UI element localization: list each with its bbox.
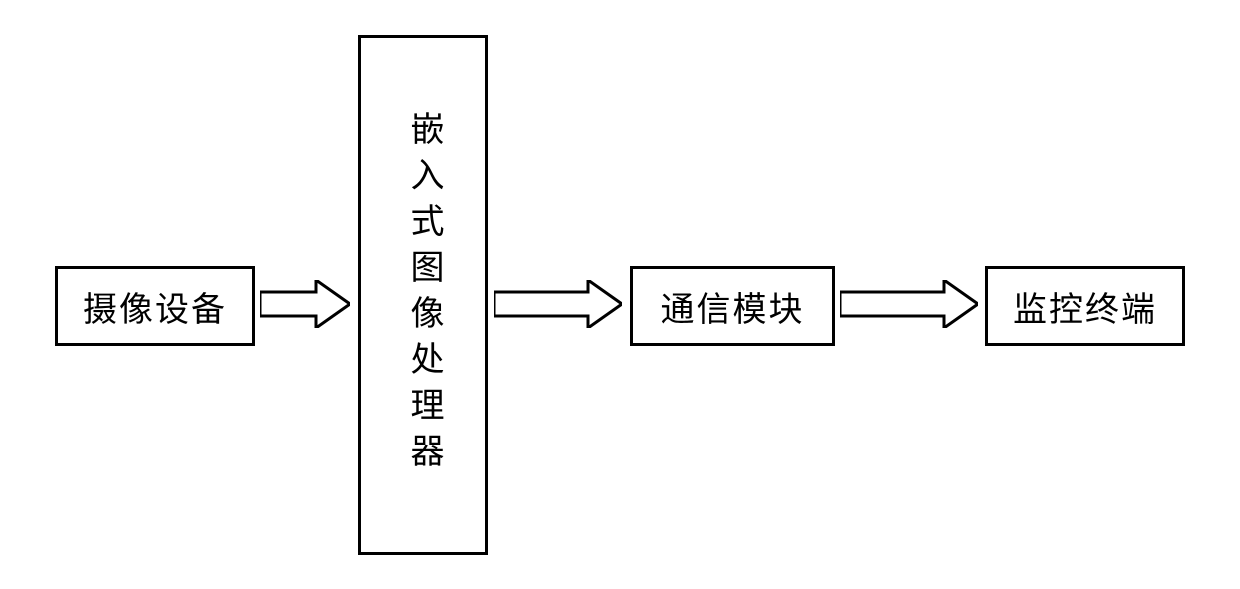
node-comm: 通信模块: [630, 266, 835, 346]
arrow-comm-to-terminal: [840, 280, 978, 328]
node-processor-label: 嵌入式图像处理器: [406, 111, 440, 479]
arrow-camera-to-processor: [260, 280, 350, 328]
node-comm-label: 通信模块: [661, 282, 805, 331]
node-processor: 嵌入式图像处理器: [358, 35, 488, 555]
node-camera-label: 摄像设备: [83, 282, 227, 331]
node-camera: 摄像设备: [55, 266, 255, 346]
diagram-canvas: 摄像设备 嵌入式图像处理器 通信模块 监控终端: [0, 0, 1240, 589]
node-terminal-label: 监控终端: [1013, 282, 1157, 331]
arrow-processor-to-comm: [494, 280, 622, 328]
node-terminal: 监控终端: [985, 266, 1185, 346]
